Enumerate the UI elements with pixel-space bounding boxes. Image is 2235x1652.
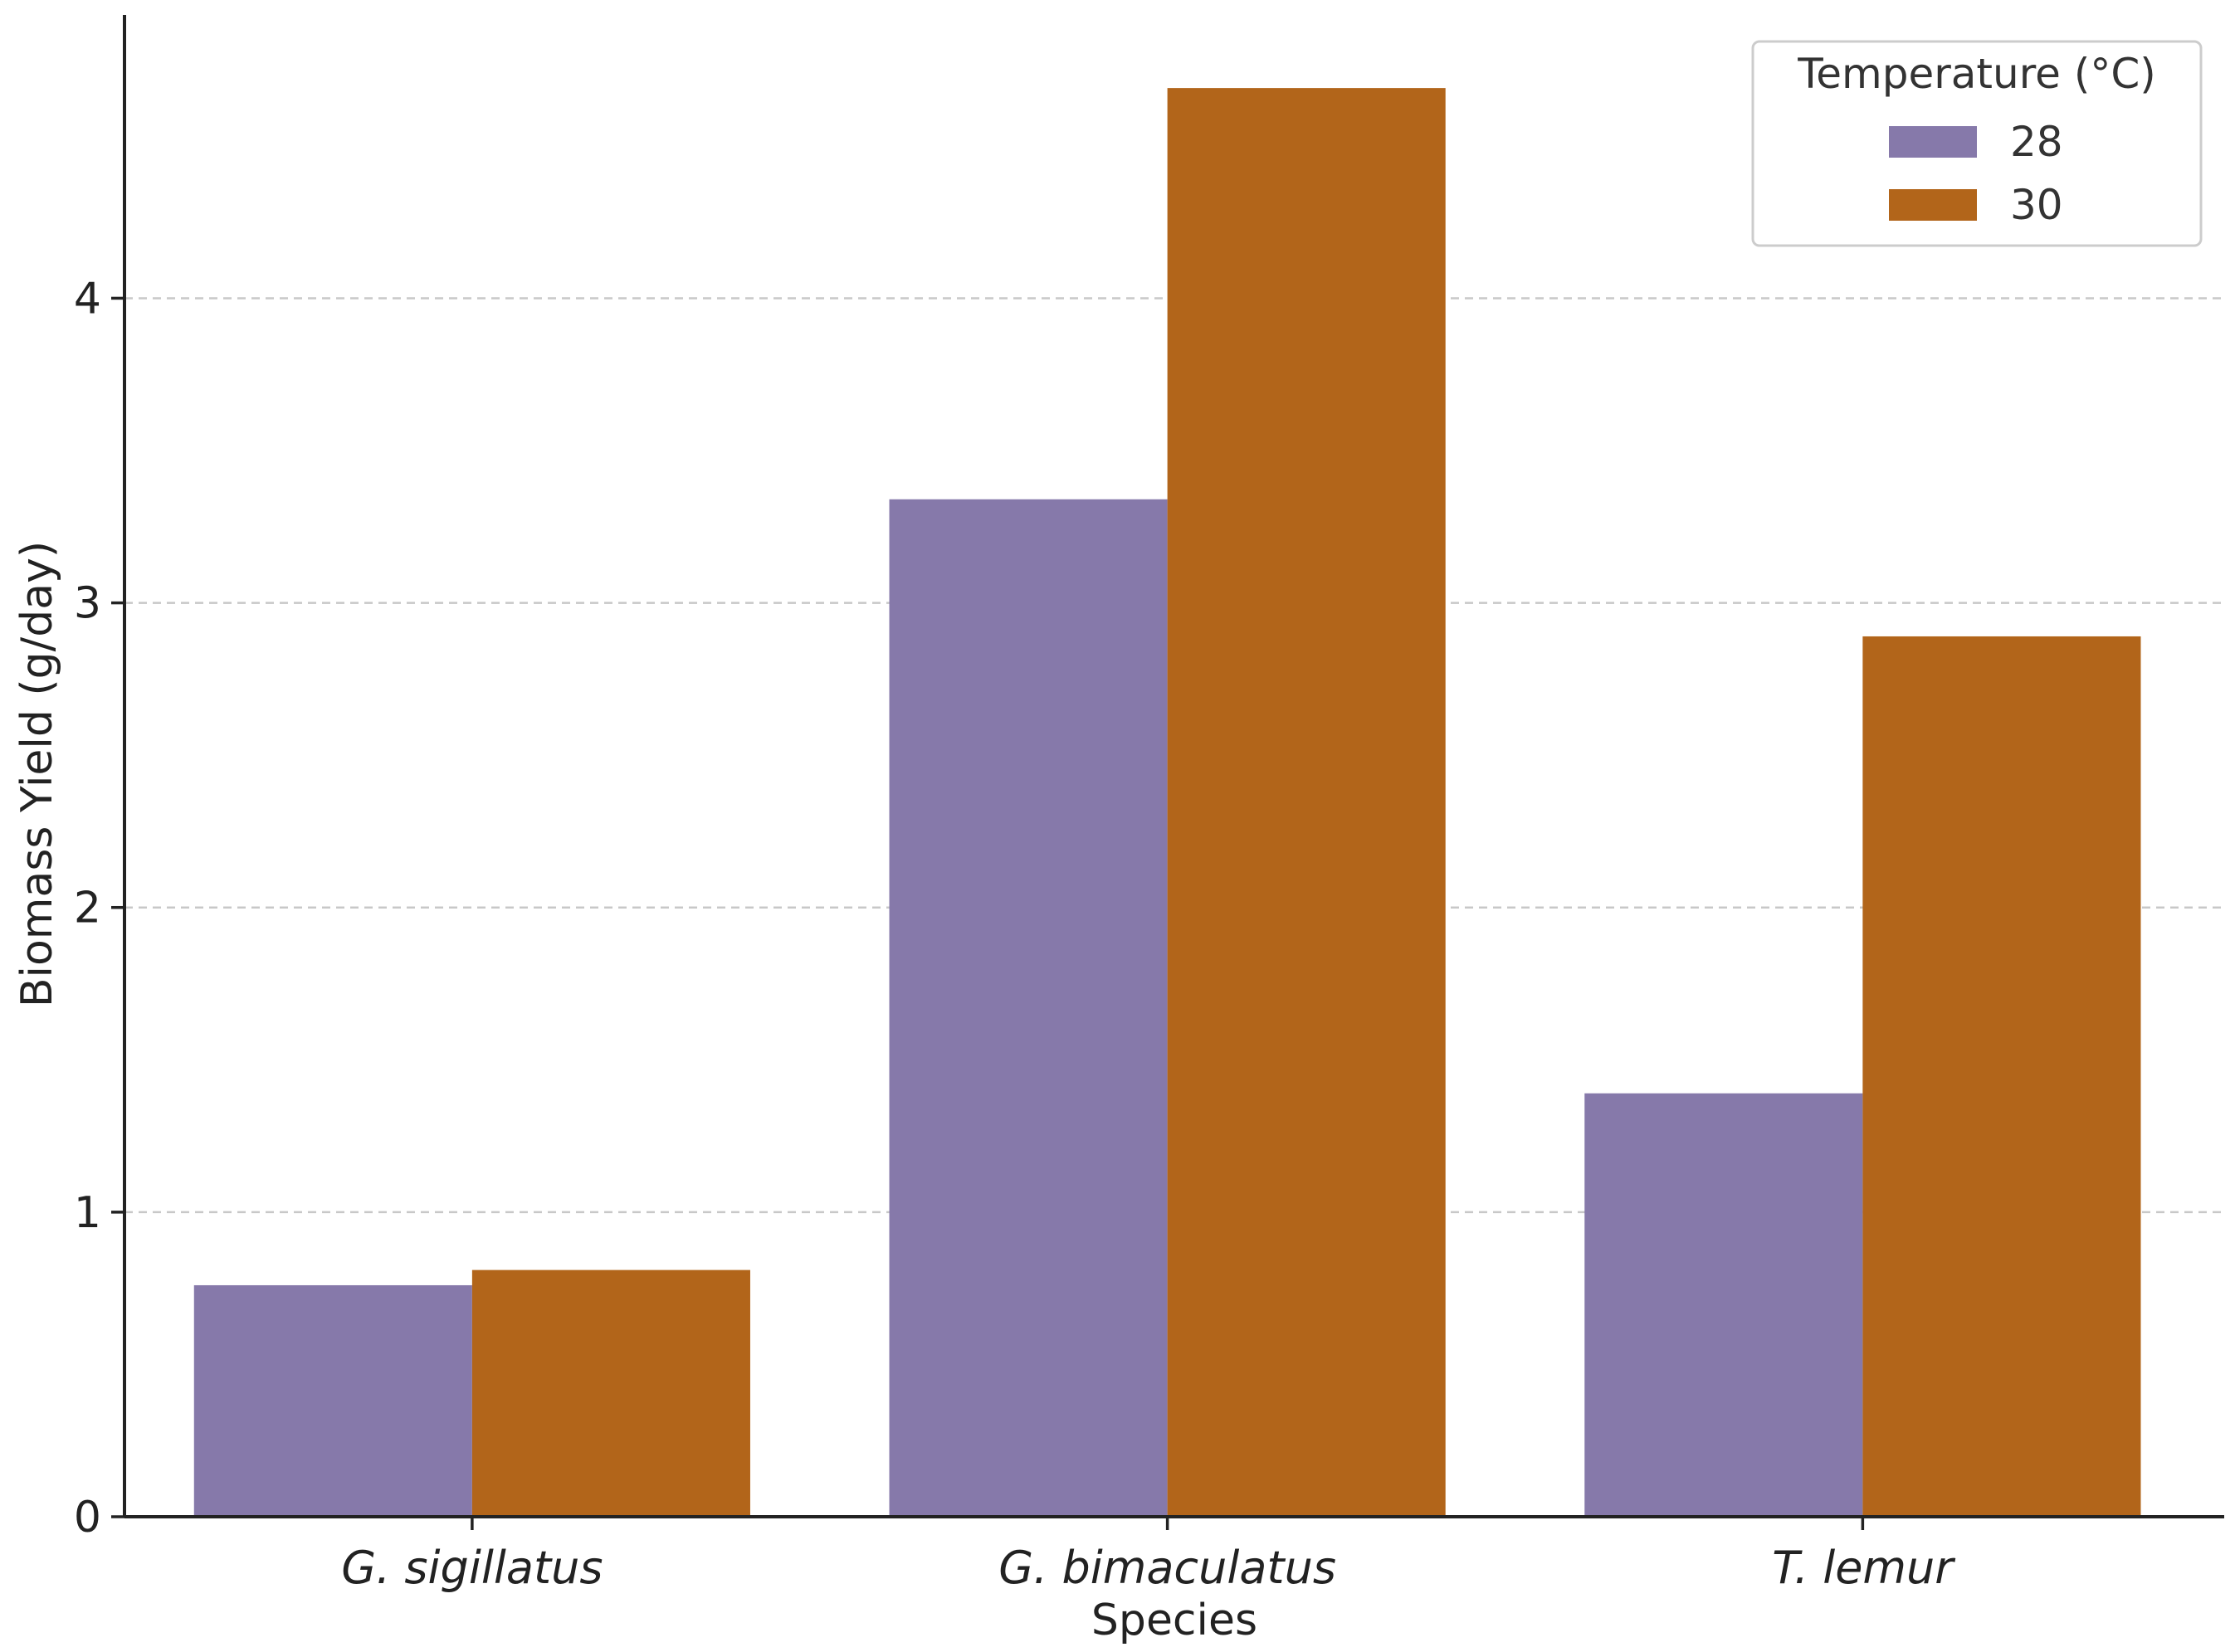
x-tick-label: G. bimaculatus [998,1542,1336,1594]
bar-28-3 [1584,1093,1863,1517]
y-tick-label: 0 [74,1493,101,1542]
axes: 0 1 2 3 4 G. sigillatus G. bimaculatus T. lemur [74,15,2224,1594]
bar-28-2 [889,499,1168,1517]
x-tick-label: G. sigillatus [341,1542,603,1594]
y-tick-label: 3 [74,579,101,629]
y-tick-label: 1 [74,1188,101,1238]
bar-30-2 [1167,88,1446,1518]
bar-28-1 [193,1284,472,1517]
bar-30-3 [1862,636,2141,1517]
legend-label-28: 28 [2010,118,2063,166]
legend-swatch-28 [1889,126,1977,158]
x-tick-label: T. lemur [1772,1542,1955,1594]
y-axis-title: Biomass Yield (g/day) [12,541,62,1007]
y-tick-label: 2 [74,884,101,933]
legend-label-30: 30 [2010,181,2063,229]
legend-swatch-30 [1889,189,1977,221]
legend-title: Temperature (°C) [1797,50,2156,98]
bar-30-1 [471,1269,750,1517]
y-tick-label: 4 [74,274,101,324]
x-axis-title: Species [1091,1596,1257,1645]
bars [193,88,2141,1518]
